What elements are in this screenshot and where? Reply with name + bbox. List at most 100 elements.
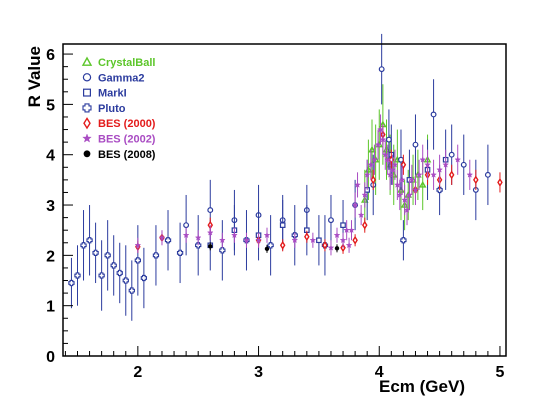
data-point (352, 235, 358, 245)
data-point (264, 246, 270, 252)
data-point (371, 156, 378, 163)
data-point (363, 171, 371, 178)
legend-marker (83, 117, 91, 130)
x-tick-label: 3 (254, 364, 263, 381)
series-5 (134, 114, 474, 256)
data-point (436, 166, 444, 173)
data-point (378, 66, 385, 73)
data-point (361, 191, 369, 198)
data-point (207, 207, 214, 214)
y-tick-label: 5 (46, 97, 55, 114)
data-point (466, 171, 474, 178)
data-point (291, 236, 299, 244)
data-point (279, 222, 286, 228)
data-point (183, 222, 190, 229)
data-point (412, 186, 419, 193)
data-point (361, 220, 368, 230)
data-point (92, 249, 99, 256)
data-point (182, 231, 190, 239)
data-point (110, 262, 117, 269)
data-point (208, 244, 213, 249)
data-point (442, 161, 450, 168)
data-point (194, 234, 202, 241)
data-point (340, 222, 346, 228)
legend: CrystalBall Gamma2 MarkI Pluto BES (2000) BES… (81, 56, 156, 161)
data-point (370, 175, 376, 185)
legend-marker (82, 133, 92, 143)
data-point (345, 241, 353, 249)
legend-label: BES (2000) (98, 118, 156, 130)
data-point (419, 156, 427, 163)
data-point (400, 237, 407, 244)
series-6 (208, 242, 340, 253)
data-point (430, 171, 437, 178)
data-point (354, 181, 361, 188)
data-point (134, 257, 141, 264)
data-point (263, 231, 271, 239)
data-point (316, 237, 322, 244)
legend-marker (83, 150, 91, 158)
data-point (430, 111, 437, 118)
data-point (351, 201, 359, 208)
data-point (104, 252, 111, 259)
data-point (230, 231, 238, 239)
series-2 (207, 124, 449, 271)
plot-frame (62, 43, 507, 357)
data-point (98, 272, 105, 279)
y-tick-label: 6 (46, 47, 55, 64)
data-point (412, 141, 419, 148)
x-tick-label: 4 (375, 364, 384, 381)
y-axis-title: R Value (25, 46, 44, 107)
data-point (497, 177, 503, 187)
y-tick-label: 2 (46, 248, 55, 265)
x-axis-title: Ecm (GeV) (379, 377, 465, 396)
legend-label: CrystalBall (98, 57, 155, 69)
series-3 (68, 164, 443, 321)
data-point (206, 229, 214, 236)
data-point (448, 170, 455, 180)
data-point (424, 161, 431, 168)
data-point (484, 171, 491, 178)
data-point (74, 272, 81, 279)
legend-label: Pluto (98, 103, 126, 115)
data-point (333, 231, 341, 239)
data-point (267, 242, 274, 249)
data-point (357, 211, 365, 219)
data-point (473, 175, 479, 185)
legend-label: MarkI (98, 88, 127, 100)
legend-marker (82, 103, 92, 113)
series-0 (360, 84, 432, 231)
data-point (454, 156, 462, 163)
data-point (384, 156, 392, 163)
data-point (418, 180, 427, 188)
data-point (86, 237, 93, 244)
y-tick-label: 3 (46, 198, 55, 215)
data-point (391, 161, 399, 168)
data-point (164, 237, 172, 244)
data-point (327, 244, 335, 251)
x-tick-label: 2 (133, 364, 142, 381)
data-point (219, 247, 226, 254)
data-point (408, 176, 416, 183)
data-point (460, 161, 467, 168)
data-point (304, 232, 310, 242)
legend-label: BES (2008) (98, 149, 156, 161)
data-point (140, 274, 148, 282)
legend-label: BES (2002) (98, 134, 156, 146)
data-point (398, 156, 404, 163)
data-point (368, 145, 376, 153)
legend-marker (82, 88, 91, 97)
data-point (218, 236, 226, 244)
data-point (122, 277, 129, 284)
data-point (348, 226, 355, 234)
data-point (398, 176, 406, 183)
data-point (128, 287, 135, 294)
data-point (68, 279, 75, 287)
data-point (448, 151, 455, 158)
legend-label: Gamma2 (98, 72, 144, 84)
data-point (309, 236, 317, 244)
axes: 2 3 4 5 0 1 2 3 4 5 6 (46, 47, 504, 381)
data-point (322, 240, 328, 250)
y-tick-label: 0 (46, 349, 55, 366)
